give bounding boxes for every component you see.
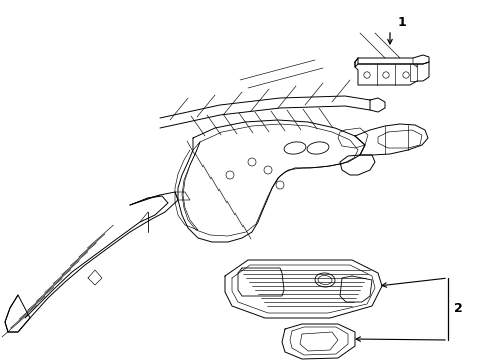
Text: 1: 1 — [397, 15, 406, 28]
Text: 2: 2 — [453, 302, 462, 315]
